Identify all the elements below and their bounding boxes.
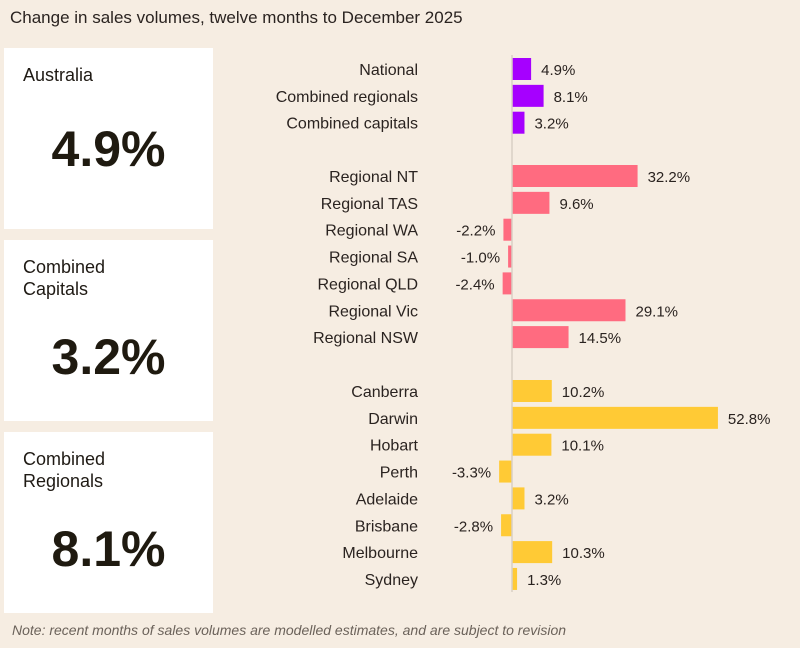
category-label: Regional NT <box>329 169 418 186</box>
card-value: 3.2% <box>51 329 166 385</box>
card-label: Combined Capitals <box>23 257 106 299</box>
category-label: Combined regionals <box>276 89 418 106</box>
category-label: Combined capitals <box>286 116 418 133</box>
bar <box>512 84 544 107</box>
bar <box>502 272 512 295</box>
category-label: Regional NSW <box>313 330 419 347</box>
card-label: Combined Regionals <box>23 449 106 491</box>
category-label: Hobart <box>370 438 419 455</box>
value-label: -1.0% <box>461 250 500 267</box>
bar <box>501 514 512 537</box>
value-label: 14.5% <box>579 330 622 347</box>
chart-title: Change in sales volumes, twelve months t… <box>10 8 463 27</box>
bar <box>512 433 552 456</box>
category-label: Darwin <box>368 411 418 428</box>
category-label: Regional Vic <box>328 303 418 320</box>
value-label: 32.2% <box>648 169 691 186</box>
card-value: 8.1% <box>51 521 166 577</box>
bar <box>499 460 512 483</box>
category-label: Melbourne <box>342 545 418 562</box>
value-label: 29.1% <box>635 303 678 320</box>
card-combined-regionals: Combined Regionals 8.1% <box>4 432 213 613</box>
bar <box>512 299 626 322</box>
category-label: Regional TAS <box>321 196 418 213</box>
category-label: Sydney <box>365 572 418 589</box>
value-label: -2.2% <box>456 223 495 240</box>
category-label: Canberra <box>351 384 418 401</box>
bar <box>512 567 518 590</box>
bar <box>512 541 553 564</box>
value-label: -2.4% <box>455 276 494 293</box>
value-label: 1.3% <box>527 572 561 589</box>
category-label: Regional SA <box>329 250 418 267</box>
category-label: Perth <box>380 465 418 482</box>
bar <box>512 326 569 349</box>
category-label: Regional WA <box>325 223 418 240</box>
value-label: -2.8% <box>454 518 493 535</box>
value-label: 8.1% <box>554 89 588 106</box>
category-label: Regional QLD <box>318 276 419 293</box>
value-label: 9.6% <box>559 196 593 213</box>
bar <box>503 218 512 241</box>
card-value: 4.9% <box>51 121 166 177</box>
category-label: Adelaide <box>356 491 418 508</box>
card-label: Australia <box>23 65 94 85</box>
bar <box>512 487 525 510</box>
card-australia: Australia 4.9% <box>4 48 213 229</box>
value-label: 4.9% <box>541 62 575 79</box>
bar <box>508 245 512 268</box>
footnote: Note: recent months of sales volumes are… <box>12 622 567 638</box>
value-label: 10.1% <box>561 438 604 455</box>
category-label: Brisbane <box>355 518 418 535</box>
bar <box>512 380 552 402</box>
category-label: National <box>359 62 418 79</box>
value-label: 10.2% <box>562 384 605 401</box>
bar <box>512 58 532 80</box>
value-label: -3.3% <box>452 465 491 482</box>
bar <box>512 406 718 429</box>
bar <box>512 165 638 187</box>
value-label: 3.2% <box>534 116 568 133</box>
value-label: 3.2% <box>534 491 568 508</box>
bar <box>512 111 525 134</box>
card-combined-capitals: Combined Capitals 3.2% <box>4 240 213 421</box>
value-label: 52.8% <box>728 411 771 428</box>
bar <box>512 191 550 214</box>
value-label: 10.3% <box>562 545 605 562</box>
